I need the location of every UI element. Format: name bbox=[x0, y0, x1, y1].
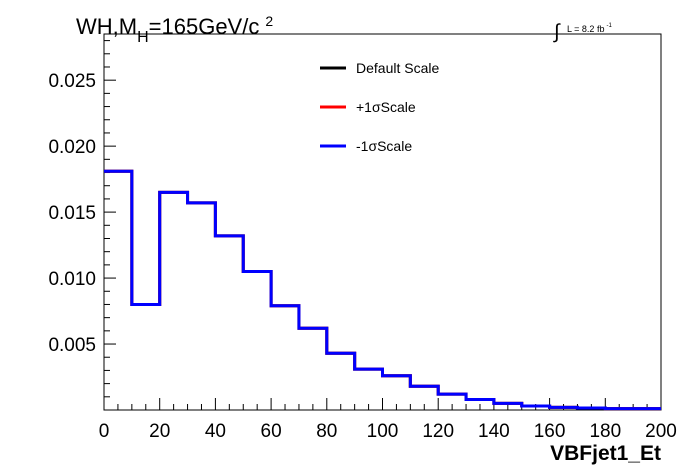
y-tick-label: 0.020 bbox=[48, 137, 96, 158]
x-tick-label: 120 bbox=[422, 421, 454, 442]
x-axis-title: VBFjet1_Et bbox=[550, 442, 661, 465]
y-tick-label: 0.025 bbox=[48, 71, 96, 92]
y-tick-label: 0.010 bbox=[48, 269, 96, 290]
x-tick-label: 100 bbox=[367, 421, 399, 442]
legend-label-1: +1σScale bbox=[356, 99, 416, 115]
series-line-2 bbox=[104, 169, 661, 411]
x-tick-label: 160 bbox=[534, 421, 566, 442]
lumi-integral-sign: ∫ bbox=[553, 21, 561, 43]
process-label-main: WH,M bbox=[76, 14, 137, 39]
x-tick-label: 20 bbox=[149, 421, 170, 442]
process-label-subscript: H bbox=[137, 29, 149, 46]
x-tick-label: 180 bbox=[589, 421, 621, 442]
legend-label-0: Default Scale bbox=[356, 60, 439, 76]
x-tick-label: 60 bbox=[261, 421, 282, 442]
lumi-label: L = 8.2 fb -1 bbox=[567, 23, 612, 34]
y-tick-label: 0.005 bbox=[48, 335, 96, 356]
plot-area: 0 20 40 60 80 100 120 140 160 180 200 0.005 0.010 0.0… bbox=[48, 33, 677, 442]
x-tick-label: 200 bbox=[645, 421, 677, 442]
process-label-mass: =165GeV/c bbox=[149, 14, 260, 39]
x-tick-label: 80 bbox=[316, 421, 337, 442]
x-tick-label: 0 bbox=[99, 421, 110, 442]
x-tick-label: 140 bbox=[478, 421, 510, 442]
y-tick-label: 0.015 bbox=[48, 203, 96, 224]
x-tick-label: 40 bbox=[205, 421, 226, 442]
process-label: WH,MH=165GeV/c 2 bbox=[76, 13, 273, 46]
lumi-label-superscript: -1 bbox=[606, 23, 612, 29]
process-label-superscript: 2 bbox=[265, 13, 273, 29]
lumi-label-text: L = 8.2 fb bbox=[567, 24, 604, 34]
legend-label-2: -1σScale bbox=[356, 138, 412, 154]
